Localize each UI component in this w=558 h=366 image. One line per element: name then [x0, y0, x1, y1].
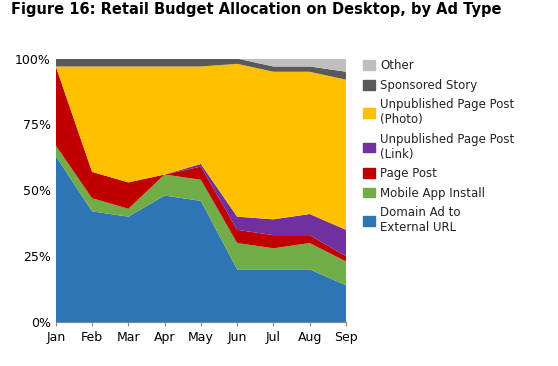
Text: Figure 16: Retail Budget Allocation on Desktop, by Ad Type: Figure 16: Retail Budget Allocation on D… [11, 2, 502, 17]
Legend: Other, Sponsored Story, Unpublished Page Post
(Photo), Unpublished Page Post
(Li: Other, Sponsored Story, Unpublished Page… [363, 59, 514, 234]
